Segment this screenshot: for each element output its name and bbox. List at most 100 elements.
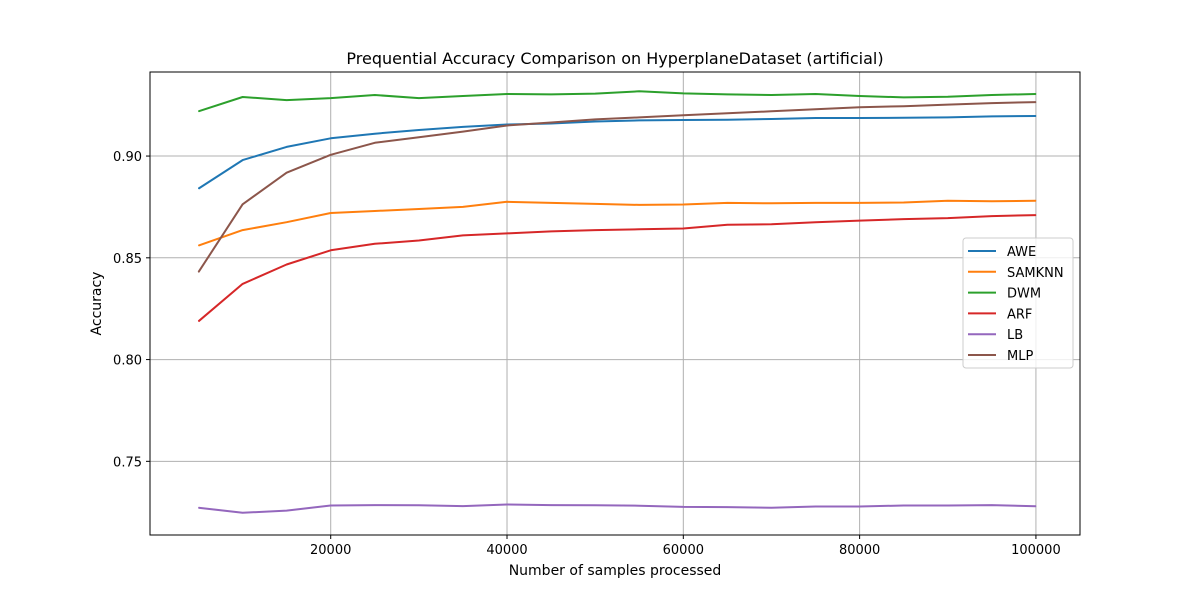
series-line-dwm: [198, 90, 1036, 113]
x-tick-label: 40000: [486, 543, 527, 558]
y-tick-label: 0.85: [113, 252, 142, 267]
y-tick-label: 0.75: [113, 455, 142, 470]
data-point: [815, 221, 816, 223]
series-lines: [197, 90, 1037, 514]
y-axis-label: Accuracy: [89, 272, 105, 336]
data-point: [286, 146, 288, 148]
data-point: [903, 218, 905, 220]
x-tick-label: 100000: [1011, 543, 1061, 558]
data-point: [242, 203, 244, 205]
data-point: [374, 94, 376, 96]
data-point: [682, 92, 684, 94]
data-point: [462, 505, 464, 507]
series-samknn: [198, 199, 1037, 247]
series-line-samknn: [198, 199, 1036, 247]
data-point: [242, 229, 244, 231]
legend: AWE SAMKNN DWM ARF LB MLP: [962, 237, 1074, 369]
data-point: [682, 204, 684, 205]
data-point: [286, 510, 288, 512]
data-point: [1035, 93, 1037, 95]
data-point: [594, 121, 596, 122]
grid: [150, 72, 1080, 535]
data-point: [726, 506, 728, 508]
data-point: [594, 504, 596, 506]
data-point: [242, 96, 244, 98]
data-point: [859, 95, 861, 97]
y-tick-label: 0.90: [113, 150, 142, 165]
data-point: [198, 245, 199, 247]
data-point: [638, 228, 640, 230]
data-point: [242, 512, 244, 514]
data-point: [418, 504, 420, 506]
legend-label: AWE: [1007, 245, 1036, 260]
data-point: [947, 217, 949, 219]
data-point: [771, 202, 772, 204]
data-point: [594, 229, 596, 231]
data-point: [506, 504, 508, 505]
data-point: [991, 94, 993, 96]
chart-title: Prequential Accuracy Comparison on Hyper…: [346, 49, 883, 68]
data-point: [638, 119, 640, 121]
data-point: [726, 202, 728, 204]
data-point: [991, 200, 993, 202]
data-point: [242, 283, 244, 285]
data-point: [815, 108, 816, 110]
data-point: [506, 232, 508, 234]
data-point: [682, 228, 684, 229]
data-point: [462, 234, 464, 236]
data-point: [418, 129, 420, 131]
legend-label: DWM: [1007, 287, 1041, 302]
data-point: [594, 203, 596, 205]
data-point: [198, 320, 199, 322]
data-point: [1035, 200, 1037, 202]
data-point: [638, 116, 640, 118]
data-point: [859, 220, 861, 222]
data-point: [506, 125, 508, 126]
data-point: [242, 159, 244, 161]
legend-label: LB: [1007, 328, 1023, 343]
data-point: [947, 505, 949, 506]
data-point: [462, 206, 464, 208]
data-point: [1035, 505, 1037, 507]
data-point: [330, 249, 332, 251]
data-point: [859, 106, 861, 108]
data-point: [771, 507, 772, 509]
data-point: [903, 105, 905, 107]
data-point: [550, 230, 552, 232]
data-point: [682, 114, 684, 116]
data-point: [330, 137, 332, 139]
data-point: [726, 93, 728, 95]
data-point: [198, 271, 199, 273]
x-tick-label: 60000: [663, 543, 704, 558]
data-point: [550, 202, 552, 204]
data-point: [1035, 101, 1037, 103]
plot-frame: [149, 71, 1081, 536]
data-point: [330, 154, 332, 156]
data-point: [418, 97, 420, 99]
data-point: [462, 126, 464, 128]
data-point: [771, 223, 772, 225]
x-tick-label: 20000: [310, 543, 351, 558]
data-point: [859, 202, 861, 204]
data-point: [1035, 214, 1037, 216]
series-awe: [197, 115, 1037, 190]
data-point: [903, 117, 905, 119]
data-point: [991, 102, 993, 104]
data-point: [286, 264, 288, 265]
data-point: [286, 99, 288, 101]
data-point: [771, 110, 772, 112]
legend-label: ARF: [1007, 307, 1032, 322]
data-point: [726, 112, 728, 114]
data-point: [991, 215, 993, 217]
x-axis-ticks: 20000 40000 60000 80000 100000: [310, 535, 1061, 558]
data-point: [550, 504, 552, 506]
data-point: [726, 224, 728, 226]
data-point: [638, 505, 640, 507]
data-point: [330, 505, 332, 506]
data-point: [903, 505, 905, 506]
data-point: [771, 94, 772, 96]
data-point: [418, 240, 420, 241]
data-point: [1035, 115, 1037, 117]
data-point: [638, 204, 640, 206]
data-point: [374, 210, 376, 212]
